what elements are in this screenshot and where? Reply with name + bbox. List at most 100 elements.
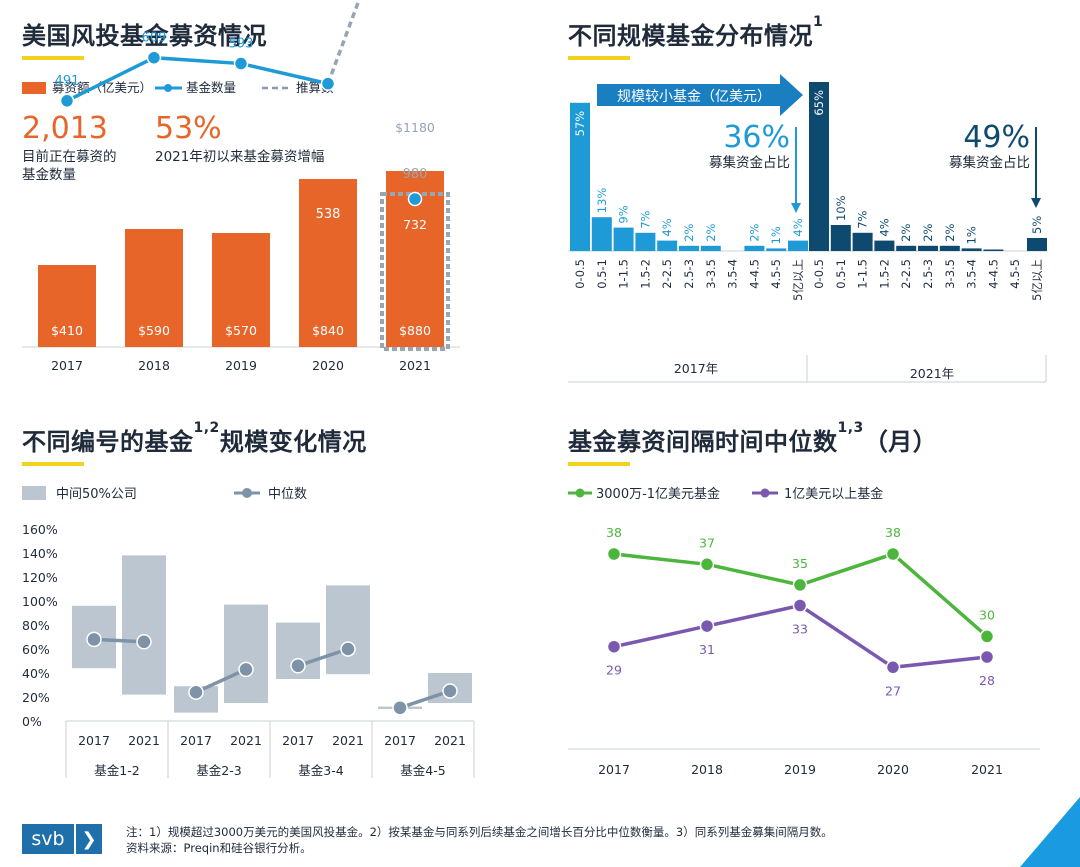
p2-bar <box>788 240 808 251</box>
p3-y-tick: 80% <box>22 618 50 633</box>
p2-bar <box>679 245 699 251</box>
p1-x-tick: 2018 <box>138 358 170 373</box>
p1-line-point <box>146 50 162 65</box>
p2-bar <box>961 248 982 251</box>
p2-x-tick: 4.5-5 <box>1008 259 1022 289</box>
stat1-value: 2,013 <box>22 111 108 146</box>
p2-bar <box>635 232 656 251</box>
p3-year-tick: 2017 <box>282 733 314 748</box>
panel4-title-underline <box>568 462 630 466</box>
p3-box <box>326 585 370 675</box>
p3-y-tick: 160% <box>22 522 58 537</box>
p2-x-tick: 0.5-1 <box>595 259 609 289</box>
p1-line-point <box>233 56 249 71</box>
p2-bar <box>896 245 917 251</box>
p2-arrow-label: 规模较小基金（亿美元） <box>617 88 771 105</box>
p3-median-line <box>195 667 247 694</box>
p2-bar <box>939 245 960 251</box>
p4-point <box>979 649 995 665</box>
stat1-desc-line1: 目前正在募资的 <box>22 148 117 165</box>
p2-x-tick: 1-1.5 <box>856 259 870 289</box>
p2-x-tick: 2-2.5 <box>660 259 674 289</box>
p4-point-label: 37 <box>699 535 715 550</box>
p2-x-tick: 2.5-3 <box>921 259 935 289</box>
p2-x-tick: 3.5-4 <box>726 259 740 289</box>
p4-point <box>885 660 901 675</box>
p3-median-line <box>297 647 349 668</box>
p2-group-label: 2017年 <box>674 361 718 376</box>
p3-y-tick: 40% <box>22 666 50 681</box>
p2-bar <box>1027 238 1047 251</box>
footnotes: 注：1）规模超过3000万美元的美国风投基金。2）按某基金与同系列后续基金之间增… <box>126 824 833 856</box>
panel1-title-underline <box>22 56 84 60</box>
panel3-title-sup: 1,2 <box>193 420 220 436</box>
p1-x-tick: 2020 <box>312 358 344 373</box>
p4-point <box>792 577 808 593</box>
p3-year-tick: 2021 <box>332 733 364 748</box>
p1-bar-label: $410 <box>51 323 83 338</box>
p4-point-label: 27 <box>885 683 901 698</box>
p4-point-label: 29 <box>606 663 622 678</box>
p3-y-tick: 120% <box>22 570 58 585</box>
p3-median-point <box>136 634 152 650</box>
p3-year-tick: 2021 <box>230 733 262 748</box>
panel4-plot: 2017 2018 2019 2020 2021 38 37 35 38 30 29 31 33 27 28 <box>568 525 1040 777</box>
p2-x-tick: 1.5-2 <box>877 259 891 289</box>
legend-box-label: 中间50%公司 <box>56 487 137 502</box>
p2-callout2-arrowhead <box>1031 198 1041 208</box>
p2-bar <box>983 249 1004 251</box>
p1-line-point <box>59 93 75 109</box>
p2-arrow-banner <box>597 74 803 116</box>
p2-callout1-value: 36% <box>723 120 790 155</box>
p1-bar-label: $880 <box>399 323 431 338</box>
p2-bar-label: 10% <box>834 195 848 221</box>
p1-line-label: 538 <box>316 207 341 222</box>
p4-x-tick: 2017 <box>598 762 630 777</box>
legend-bar-label: 募资额（亿美元） <box>52 80 152 95</box>
p3-median-point <box>392 700 408 716</box>
p3-box <box>122 555 166 695</box>
p1-bar-label: $570 <box>225 323 257 338</box>
panel3-legend: 中间50%公司 中位数 <box>22 486 307 502</box>
p2-bar-label: 2% <box>921 223 935 241</box>
p3-year-tick: 2017 <box>180 733 212 748</box>
p3-median-line <box>93 637 145 644</box>
legend-purple-dot <box>760 488 770 498</box>
p4-point <box>885 546 901 562</box>
p2-bar-label: 1% <box>965 226 979 244</box>
p1-bar <box>125 229 183 347</box>
p3-y-tick: 20% <box>22 690 50 705</box>
panel4-legend: 3000万-1亿美元基金 1亿美元以上基金 <box>568 486 883 502</box>
p3-year-tick: 2017 <box>384 733 416 748</box>
p1-line-label: 609 <box>142 31 167 46</box>
svb-logo: svb ❯ <box>22 824 102 854</box>
p4-point-label: 38 <box>606 525 622 540</box>
p3-group-label: 基金2-3 <box>196 763 241 778</box>
p2-bar <box>874 240 895 251</box>
p2-bar <box>852 232 873 251</box>
p4-x-tick: 2021 <box>971 762 1003 777</box>
p2-bar-label: 65% <box>812 90 826 116</box>
p2-bar-label: 2% <box>943 223 957 241</box>
p3-y-tick: 140% <box>22 546 58 561</box>
p1-bar <box>212 233 270 347</box>
p4-x-tick: 2019 <box>784 762 816 777</box>
p2-bar <box>613 227 634 251</box>
p4-point-label: 31 <box>699 642 715 657</box>
p2-bar-label: 7% <box>638 210 652 228</box>
p2-bar-label: 4% <box>877 218 891 236</box>
p1-line-label: 491 <box>55 74 80 89</box>
p2-x-tick: 1.5-2 <box>638 259 652 289</box>
p3-median-point <box>340 641 356 657</box>
p4-x-tick: 2020 <box>877 762 909 777</box>
p3-group-label: 基金4-5 <box>400 763 445 778</box>
p1-bar <box>38 265 96 347</box>
p3-y-tick: 0% <box>22 714 42 729</box>
panel3-title-underline <box>22 462 84 466</box>
p1-line-label: 980 <box>403 167 428 182</box>
p2-bar-label: 2% <box>682 223 696 241</box>
panel1-plot: $410 2017 $590 2018 $570 2019 $840 2020 $880 2021… <box>22 0 460 373</box>
